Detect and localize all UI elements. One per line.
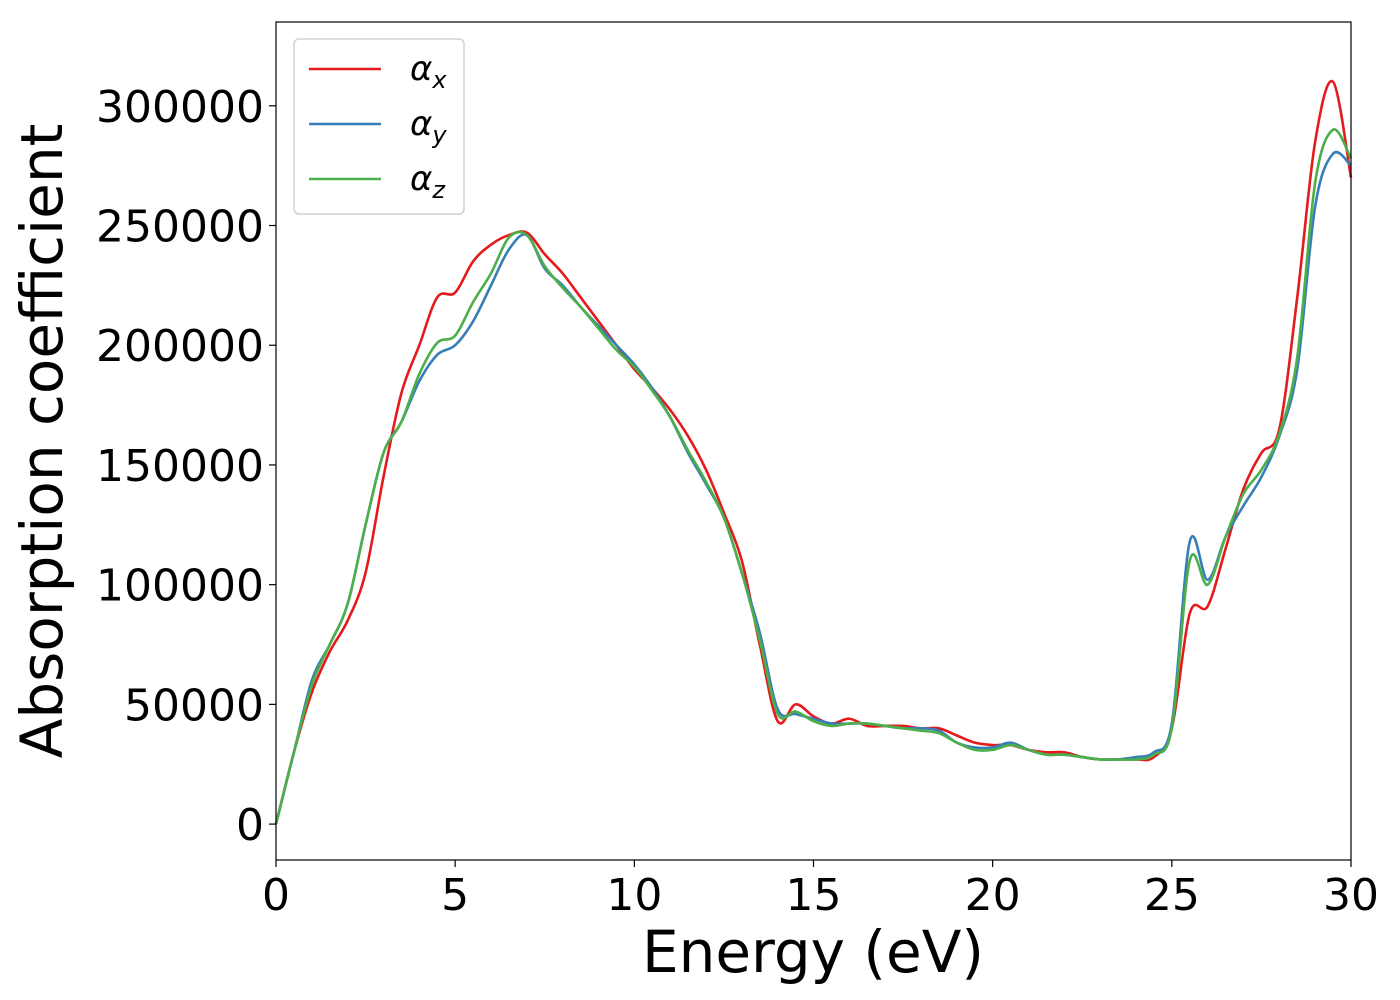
y-tick-label: 250000 [96, 202, 264, 253]
series-line-alpha-y [274, 150, 1352, 825]
series-line-alpha-z [274, 128, 1353, 825]
y-tick-label: 100000 [96, 561, 264, 612]
x-tick-label: 25 [1144, 870, 1200, 921]
legend-label-alpha-y: αy [410, 104, 447, 149]
x-tick-label: 5 [441, 870, 469, 921]
y-axis-title: Absorption coefficient [8, 124, 76, 759]
legend-label-alpha-z: αz [410, 159, 446, 204]
y-tick-label: 200000 [96, 321, 264, 372]
y-axis-ticks: 0 50000 100000 150000 200000 250000 300000 [96, 82, 276, 851]
x-tick-label: 20 [965, 870, 1021, 921]
y-tick-label: 0 [236, 800, 264, 851]
x-axis-ticks: 0 5 10 15 20 25 30 [262, 860, 1379, 921]
x-tick-label: 30 [1323, 870, 1379, 921]
legend-label-alpha-x: αx [410, 49, 447, 94]
y-tick-label: 50000 [124, 680, 264, 731]
legend-box [293, 38, 465, 215]
x-axis-title: Energy (eV) [642, 918, 984, 986]
x-tick-label: 0 [262, 870, 290, 921]
series-layer [274, 79, 1353, 825]
x-tick-label: 10 [606, 870, 662, 921]
x-tick-label: 15 [786, 870, 842, 921]
legend: αx αy αz [293, 38, 465, 215]
y-tick-label: 150000 [96, 441, 264, 492]
y-tick-label: 300000 [96, 82, 264, 133]
